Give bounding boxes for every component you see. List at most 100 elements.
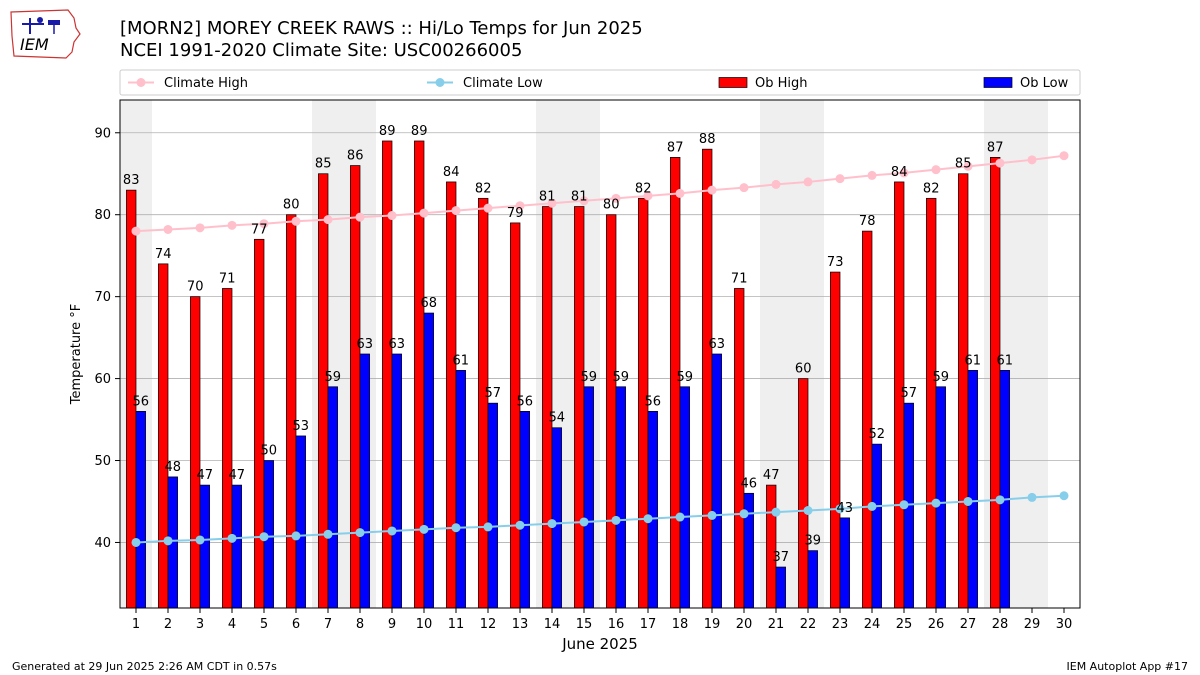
ob-low-bar bbox=[135, 411, 146, 609]
ob-low-bar bbox=[647, 411, 658, 609]
ob-low-label: 48 bbox=[165, 460, 182, 475]
ob-high-label: 73 bbox=[827, 255, 844, 270]
climate-low-point bbox=[643, 514, 653, 524]
climate-high-point bbox=[675, 188, 685, 198]
climate-low-point bbox=[963, 496, 973, 506]
y-tick-label: 70 bbox=[94, 290, 111, 305]
climate-high-point bbox=[867, 170, 877, 180]
climate-high-point bbox=[291, 216, 301, 226]
climate-high-legend-label: Climate High bbox=[164, 76, 248, 91]
x-tick-label: 27 bbox=[960, 617, 977, 632]
ob-low-bar bbox=[199, 484, 210, 609]
x-tick-label: 29 bbox=[1024, 617, 1041, 632]
ob-low-bar bbox=[807, 550, 818, 609]
climate-high-point bbox=[899, 168, 909, 178]
ob-high-label: 71 bbox=[731, 271, 748, 286]
ob-low-bar bbox=[391, 353, 402, 609]
climate-low-point bbox=[899, 500, 909, 510]
ob-high-bar bbox=[926, 197, 937, 609]
climate-high-point bbox=[739, 183, 749, 193]
bars bbox=[126, 140, 1010, 609]
ob-high-label: 82 bbox=[923, 181, 940, 196]
climate-high-point bbox=[995, 158, 1005, 168]
ob-low-bar bbox=[583, 386, 594, 609]
ob-high-bar bbox=[446, 181, 457, 609]
climate-high-point bbox=[163, 224, 173, 234]
ob-low-bar bbox=[455, 370, 466, 609]
grid-lines bbox=[120, 132, 1080, 543]
ob-high-label: 87 bbox=[987, 140, 1004, 155]
climate-high-point bbox=[227, 220, 237, 230]
ob-low-bar bbox=[359, 353, 370, 609]
ob-low-bar bbox=[967, 370, 978, 609]
y-tick-label: 90 bbox=[94, 126, 111, 141]
climate-high-line bbox=[135, 154, 1065, 233]
climate-low-point bbox=[579, 517, 589, 527]
climate-low-point bbox=[195, 535, 205, 545]
ob-low-label: 63 bbox=[357, 337, 374, 352]
ob-high-bar bbox=[702, 148, 713, 609]
climate-low-point bbox=[611, 515, 621, 525]
climate-low-point bbox=[515, 520, 525, 530]
ob-low-bar bbox=[679, 386, 690, 609]
ob-low-label: 63 bbox=[389, 337, 406, 352]
data-labels: 83 56 74 48 70 47 71 47 77 50 80 53 85 59 86 63 89 63 89 68… bbox=[123, 124, 1013, 565]
ob-high-bar bbox=[958, 173, 969, 609]
climate-low-point bbox=[419, 524, 429, 534]
ob-high-label: 85 bbox=[315, 157, 332, 172]
x-tick-label: 24 bbox=[864, 617, 881, 632]
climate-high-point bbox=[579, 196, 589, 206]
ob-low-label: 53 bbox=[293, 419, 310, 434]
ob-low-bar bbox=[551, 427, 562, 609]
ob-low-label: 46 bbox=[741, 476, 758, 491]
x-tick-label: 12 bbox=[480, 617, 497, 632]
ob-high-label: 81 bbox=[571, 190, 588, 205]
ob-high-bar bbox=[158, 263, 169, 609]
ob-high-bar bbox=[350, 165, 361, 609]
ob-low-label: 61 bbox=[453, 353, 470, 368]
ob-high-label: 80 bbox=[283, 198, 300, 213]
legend-frame bbox=[119, 69, 1081, 96]
ob-high-bar bbox=[222, 288, 233, 609]
ob-high-label: 88 bbox=[699, 132, 716, 147]
climate-low-point bbox=[739, 509, 749, 519]
chart-title: [MORN2] MOREY CREEK RAWS :: Hi/Lo Temps … bbox=[120, 18, 643, 39]
ob-low-label: 50 bbox=[261, 444, 278, 459]
ob-low-legend-label: Ob Low bbox=[1020, 76, 1069, 91]
ob-low-label: 43 bbox=[837, 501, 854, 516]
x-tick-label: 4 bbox=[228, 617, 236, 632]
ob-high-label: 74 bbox=[155, 247, 172, 262]
ob-high-label: 84 bbox=[891, 165, 908, 180]
x-tick-label: 17 bbox=[640, 617, 657, 632]
ob-high-bar bbox=[798, 378, 809, 609]
ob-low-bar bbox=[999, 370, 1010, 609]
climate-high-point bbox=[515, 201, 525, 211]
climate-high-point bbox=[195, 223, 205, 233]
ob-low-legend-swatch bbox=[983, 77, 1013, 88]
x-tick-label: 15 bbox=[576, 617, 593, 632]
ob-low-label: 61 bbox=[965, 353, 982, 368]
app-note: IEM Autoplot App #17 bbox=[1066, 660, 1189, 673]
ob-high-label: 60 bbox=[795, 362, 812, 377]
ob-low-bar bbox=[935, 386, 946, 609]
x-tick-label: 26 bbox=[928, 617, 945, 632]
x-tick-label: 25 bbox=[896, 617, 913, 632]
ob-low-bar bbox=[711, 353, 722, 609]
ob-high-label: 83 bbox=[123, 173, 140, 188]
ob-high-label: 85 bbox=[955, 157, 972, 172]
x-tick-label: 2 bbox=[164, 617, 172, 632]
climate-low-legend-label: Climate Low bbox=[463, 76, 543, 91]
climate-low-point bbox=[771, 507, 781, 517]
ob-low-label: 54 bbox=[549, 411, 566, 426]
climate-low-point bbox=[291, 531, 301, 541]
climate-high-point bbox=[1059, 151, 1069, 161]
ob-high-bar bbox=[478, 197, 489, 609]
chart-subtitle: NCEI 1991-2020 Climate Site: USC00266005 bbox=[120, 40, 523, 61]
climate-high-point bbox=[963, 161, 973, 171]
climate-low-point bbox=[675, 512, 685, 522]
x-tick-label: 28 bbox=[992, 617, 1009, 632]
iowa-state-outline bbox=[10, 9, 81, 59]
ob-low-bar bbox=[615, 386, 626, 609]
ob-low-label: 37 bbox=[773, 550, 790, 565]
ob-high-label: 77 bbox=[251, 222, 268, 237]
